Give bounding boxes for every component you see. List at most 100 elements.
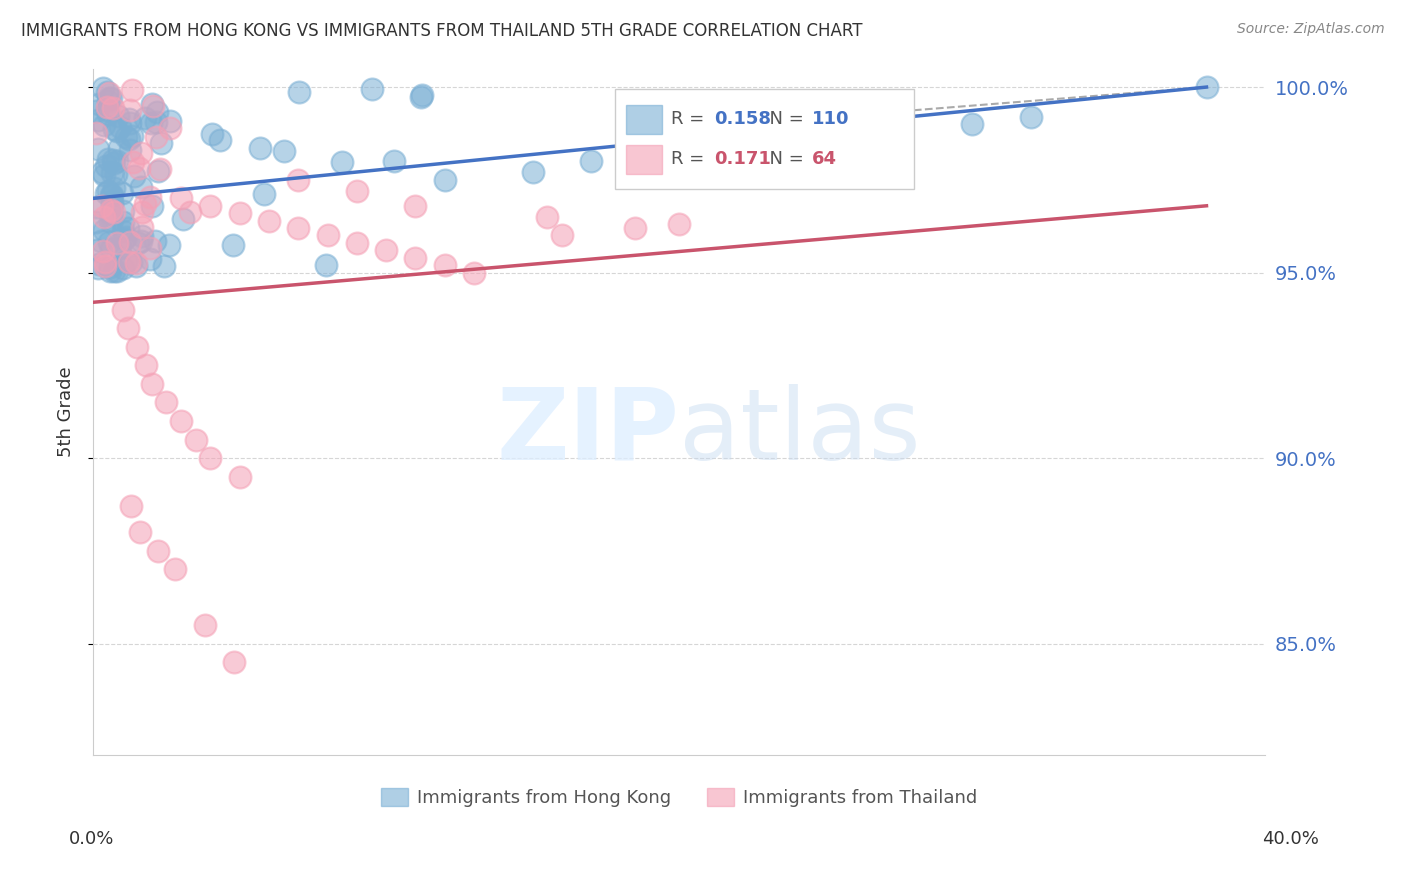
- Point: [409, 90, 432, 104]
- Point: [94, 259, 117, 273]
- Point: [253, 186, 276, 201]
- Point: [375, 244, 398, 258]
- Point: [200, 451, 222, 466]
- Point: [179, 204, 201, 219]
- Point: [1019, 110, 1042, 124]
- Point: [153, 260, 176, 274]
- Point: [273, 144, 295, 158]
- Point: [96, 100, 118, 114]
- Point: [98, 91, 121, 105]
- Point: [257, 213, 280, 227]
- Point: [100, 242, 122, 256]
- Point: [405, 251, 427, 265]
- Point: [120, 500, 142, 514]
- Point: [111, 204, 134, 219]
- Point: [84, 215, 107, 229]
- Point: [104, 167, 127, 181]
- Point: [112, 215, 135, 229]
- Point: [98, 214, 121, 228]
- Point: [145, 104, 167, 119]
- Point: [668, 218, 690, 232]
- Point: [97, 184, 120, 198]
- Point: [93, 168, 115, 182]
- Point: [117, 220, 139, 235]
- Point: [193, 618, 215, 632]
- Point: [115, 230, 138, 244]
- Point: [103, 263, 125, 277]
- Point: [118, 132, 141, 146]
- Point: [138, 190, 160, 204]
- Point: [98, 260, 121, 274]
- Point: [131, 204, 153, 219]
- Point: [814, 125, 837, 139]
- Point: [228, 469, 250, 483]
- Point: [91, 244, 114, 259]
- Point: [129, 146, 152, 161]
- Point: [120, 103, 142, 117]
- Point: [222, 238, 245, 252]
- Point: [141, 199, 163, 213]
- Point: [86, 243, 108, 257]
- Point: [139, 241, 162, 255]
- Point: [100, 188, 122, 202]
- Text: Source: ZipAtlas.com: Source: ZipAtlas.com: [1237, 22, 1385, 37]
- Point: [433, 173, 456, 187]
- Legend: Immigrants from Hong Kong, Immigrants from Thailand: Immigrants from Hong Kong, Immigrants fr…: [374, 780, 984, 814]
- Point: [405, 199, 427, 213]
- Point: [127, 340, 149, 354]
- Point: [222, 655, 245, 669]
- Point: [208, 133, 231, 147]
- Point: [159, 113, 181, 128]
- Text: 0.0%: 0.0%: [69, 830, 114, 847]
- Point: [110, 120, 132, 135]
- Point: [103, 180, 125, 194]
- Point: [165, 562, 187, 576]
- Point: [141, 96, 163, 111]
- Point: [87, 257, 110, 271]
- Point: [134, 112, 156, 126]
- Point: [120, 255, 142, 269]
- Point: [146, 544, 169, 558]
- Text: N =: N =: [758, 111, 810, 128]
- Point: [141, 376, 163, 391]
- Point: [91, 198, 114, 212]
- Point: [93, 118, 115, 132]
- Point: [184, 433, 207, 447]
- Point: [129, 234, 152, 248]
- Text: atlas: atlas: [679, 384, 921, 481]
- Text: R =: R =: [671, 111, 710, 128]
- Point: [101, 213, 124, 227]
- Point: [142, 98, 165, 112]
- Point: [101, 195, 124, 210]
- Point: [581, 154, 603, 169]
- Point: [112, 224, 135, 238]
- Point: [118, 254, 141, 268]
- Point: [114, 253, 136, 268]
- Point: [87, 142, 110, 156]
- Text: R =: R =: [671, 150, 710, 168]
- Point: [84, 200, 107, 214]
- Point: [149, 162, 172, 177]
- Point: [121, 154, 143, 169]
- Point: [97, 94, 120, 108]
- Point: [316, 228, 339, 243]
- Point: [105, 235, 128, 250]
- Point: [463, 266, 485, 280]
- Point: [115, 130, 138, 145]
- Point: [120, 235, 142, 249]
- Point: [139, 252, 162, 267]
- Point: [134, 196, 156, 211]
- Point: [117, 321, 139, 335]
- Point: [122, 169, 145, 183]
- Point: [1195, 80, 1218, 95]
- Point: [125, 259, 148, 273]
- Point: [960, 117, 983, 131]
- Point: [131, 229, 153, 244]
- Point: [159, 121, 181, 136]
- Point: [135, 359, 157, 373]
- Point: [98, 264, 121, 278]
- Point: [346, 184, 368, 198]
- Point: [94, 186, 117, 201]
- Point: [315, 258, 337, 272]
- Point: [129, 179, 152, 194]
